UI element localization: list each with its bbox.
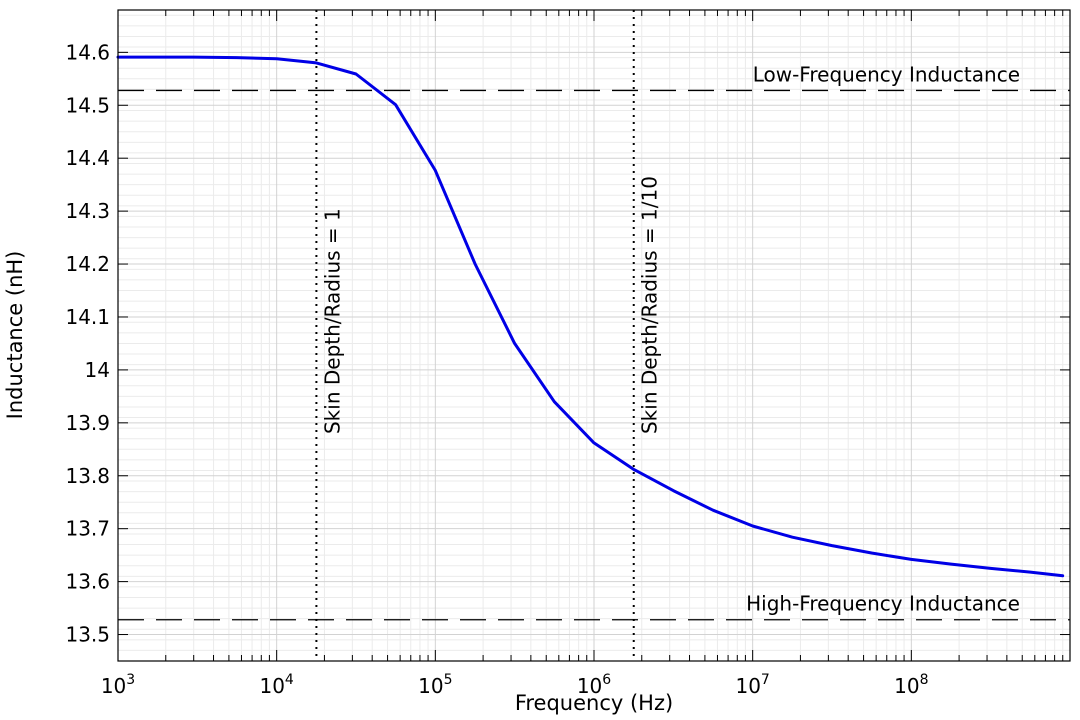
axis-ticks bbox=[117, 10, 1070, 661]
series-line-inductance bbox=[116, 55, 1065, 578]
reference-label: Skin Depth/Radius = 1 bbox=[320, 208, 344, 434]
x-tick-label: 105 bbox=[418, 672, 452, 698]
y-tick-label: 13.9 bbox=[65, 411, 110, 435]
y-tick-label: 14.6 bbox=[65, 40, 110, 64]
y-tick-label: 14.3 bbox=[65, 199, 110, 223]
grid-major bbox=[117, 10, 1070, 661]
series-layer bbox=[116, 55, 1065, 578]
x-tick-label: 106 bbox=[577, 672, 611, 698]
reference-lines bbox=[118, 10, 1070, 661]
reference-label: Low-Frequency Inductance bbox=[753, 62, 1020, 86]
y-tick-label: 13.6 bbox=[65, 570, 110, 594]
reference-annotations: Low-Frequency Inductance High-Frequency I… bbox=[320, 62, 1020, 615]
reference-label: High-Frequency Inductance bbox=[746, 592, 1020, 616]
y-tick-label: 14.5 bbox=[65, 93, 110, 117]
x-axis-title: Frequency (Hz) bbox=[515, 691, 673, 715]
y-tick-label: 13.5 bbox=[65, 623, 110, 647]
reference-label: Skin Depth/Radius = 1/10 bbox=[638, 176, 662, 434]
y-tick-label: 14 bbox=[85, 358, 110, 382]
y-tick-label: 14.4 bbox=[65, 146, 110, 170]
y-tick-labels: 13.5 13.6 13.7 13.8 13.9 14 14.1 14.2 14.3 14.4 14… bbox=[65, 40, 110, 646]
y-tick-label: 14.1 bbox=[65, 305, 110, 329]
y-tick-label: 13.8 bbox=[65, 464, 110, 488]
x-tick-label: 103 bbox=[101, 672, 135, 698]
x-tick-label: 107 bbox=[735, 672, 769, 698]
x-tick-labels: 103 104 105 106 107 108 bbox=[101, 672, 929, 698]
y-axis-title: Inductance (nH) bbox=[3, 251, 27, 420]
x-tick-label: 108 bbox=[894, 672, 928, 698]
x-tick-label: 104 bbox=[259, 672, 293, 698]
y-tick-label: 13.7 bbox=[65, 517, 110, 541]
y-tick-label: 14.2 bbox=[65, 252, 110, 276]
